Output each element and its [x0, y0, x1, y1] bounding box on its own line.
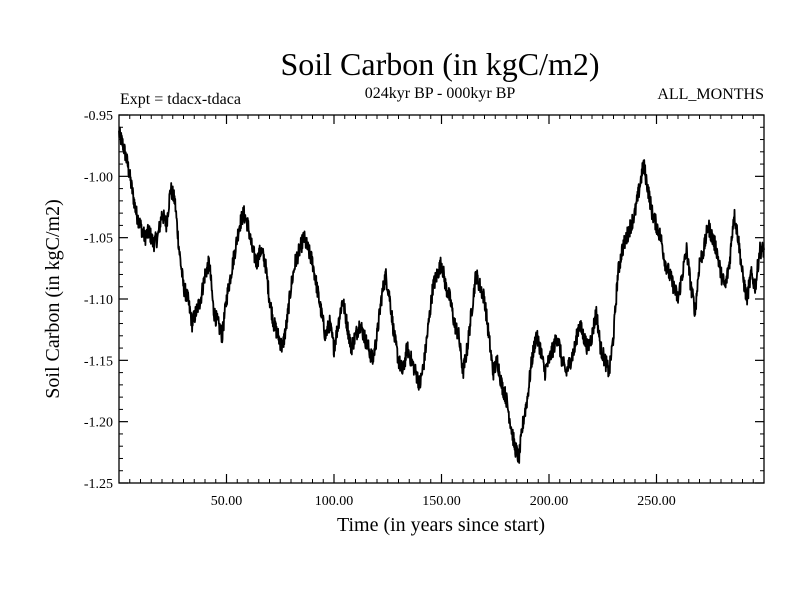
- x-tick-label: 200.00: [530, 494, 569, 509]
- x-tick-label: 250.00: [637, 494, 676, 509]
- y-tick-label: -1.05: [84, 232, 113, 247]
- months-label: ALL_MONTHS: [657, 86, 764, 103]
- x-axis-label: Time (in years since start): [337, 514, 545, 536]
- plot-area: 50.00 100.00 150.00 200.00 250.00 -0.95 -1.00…: [84, 109, 765, 509]
- y-tick-label: -1.00: [84, 170, 113, 185]
- y-axis-label: Soil Carbon (in kgC/m2): [42, 199, 64, 398]
- x-axis-ticks: 50.00 100.00 150.00 200.00 250.00: [211, 115, 676, 509]
- x-tick-label: 100.00: [315, 494, 354, 509]
- y-axis-ticks: -0.95 -1.00 -1.05 -1.10 -1.15 -1.20 -1.25: [84, 109, 764, 492]
- y-tick-label: -1.15: [84, 354, 113, 369]
- experiment-label: Expt = tdacx-tdaca: [120, 91, 241, 108]
- y-tick-label: -1.10: [84, 293, 113, 308]
- x-tick-label: 150.00: [422, 494, 461, 509]
- plot-frame: [118, 114, 765, 484]
- x-tick-label: 50.00: [211, 494, 243, 509]
- chart-subtitle: 024kyr BP - 000kyr BP: [365, 85, 516, 102]
- y-tick-label: -0.95: [84, 109, 113, 124]
- series-line-soil-carbon: [118, 126, 765, 464]
- chart-title: Soil Carbon (in kgC/m2): [280, 46, 599, 82]
- y-tick-label: -1.20: [84, 416, 113, 431]
- y-tick-label: -1.25: [84, 477, 113, 492]
- minor-ticks: [119, 115, 764, 483]
